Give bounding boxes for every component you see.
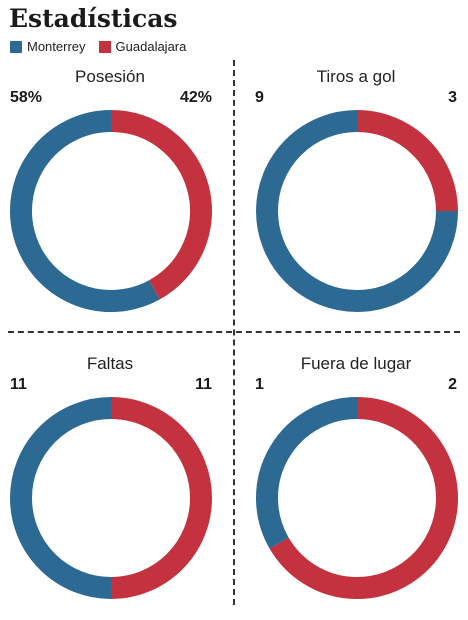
legend: Monterrey Guadalajara [10, 39, 199, 55]
slice-monterrey [10, 397, 112, 599]
panel-title-fuera-de-lugar: Fuera de lugar [300, 354, 412, 373]
legend-item-guadalajara: Guadalajara [98, 39, 187, 55]
slice-guadalajara [110, 397, 212, 599]
value-guadalajara-faltas: 11 [195, 376, 212, 393]
chart-title: Estadísticas [9, 4, 178, 33]
panel-title-faltas: Faltas [86, 354, 134, 373]
value-guadalajara-tiros: 3 [448, 89, 457, 106]
slice-monterrey [256, 110, 458, 312]
slice-monterrey [256, 397, 358, 549]
value-monterrey-fuera-de-lugar: 1 [255, 376, 264, 393]
legend-swatch-monterrey [10, 41, 22, 53]
legend-label-monterrey: Monterrey [27, 39, 86, 54]
slice-guadalajara [110, 110, 212, 300]
panel-title-tiros: Tiros a gol [316, 67, 396, 86]
value-monterrey-faltas: 11 [10, 376, 27, 393]
legend-item-monterrey: Monterrey [10, 39, 86, 55]
donut-faltas [10, 397, 212, 599]
value-guadalajara-posesion: 42% [179, 89, 212, 106]
slice-guadalajara [269, 397, 458, 599]
legend-swatch-guadalajara [98, 41, 111, 53]
donut-tiros-a-gol [256, 110, 458, 312]
value-guadalajara-fuera-de-lugar: 2 [448, 376, 457, 393]
slice-guadalajara [356, 110, 458, 212]
value-monterrey-tiros: 9 [255, 89, 264, 106]
value-monterrey-posesion: 58% [10, 89, 43, 106]
slice-monterrey [10, 110, 160, 312]
donut-fuera-de-lugar [256, 397, 458, 599]
donut-posesion [10, 110, 212, 312]
legend-label-guadalajara: Guadalajara [115, 39, 187, 54]
panel-title-posesion: Posesión [75, 67, 145, 86]
horizontal-divider [8, 331, 460, 333]
